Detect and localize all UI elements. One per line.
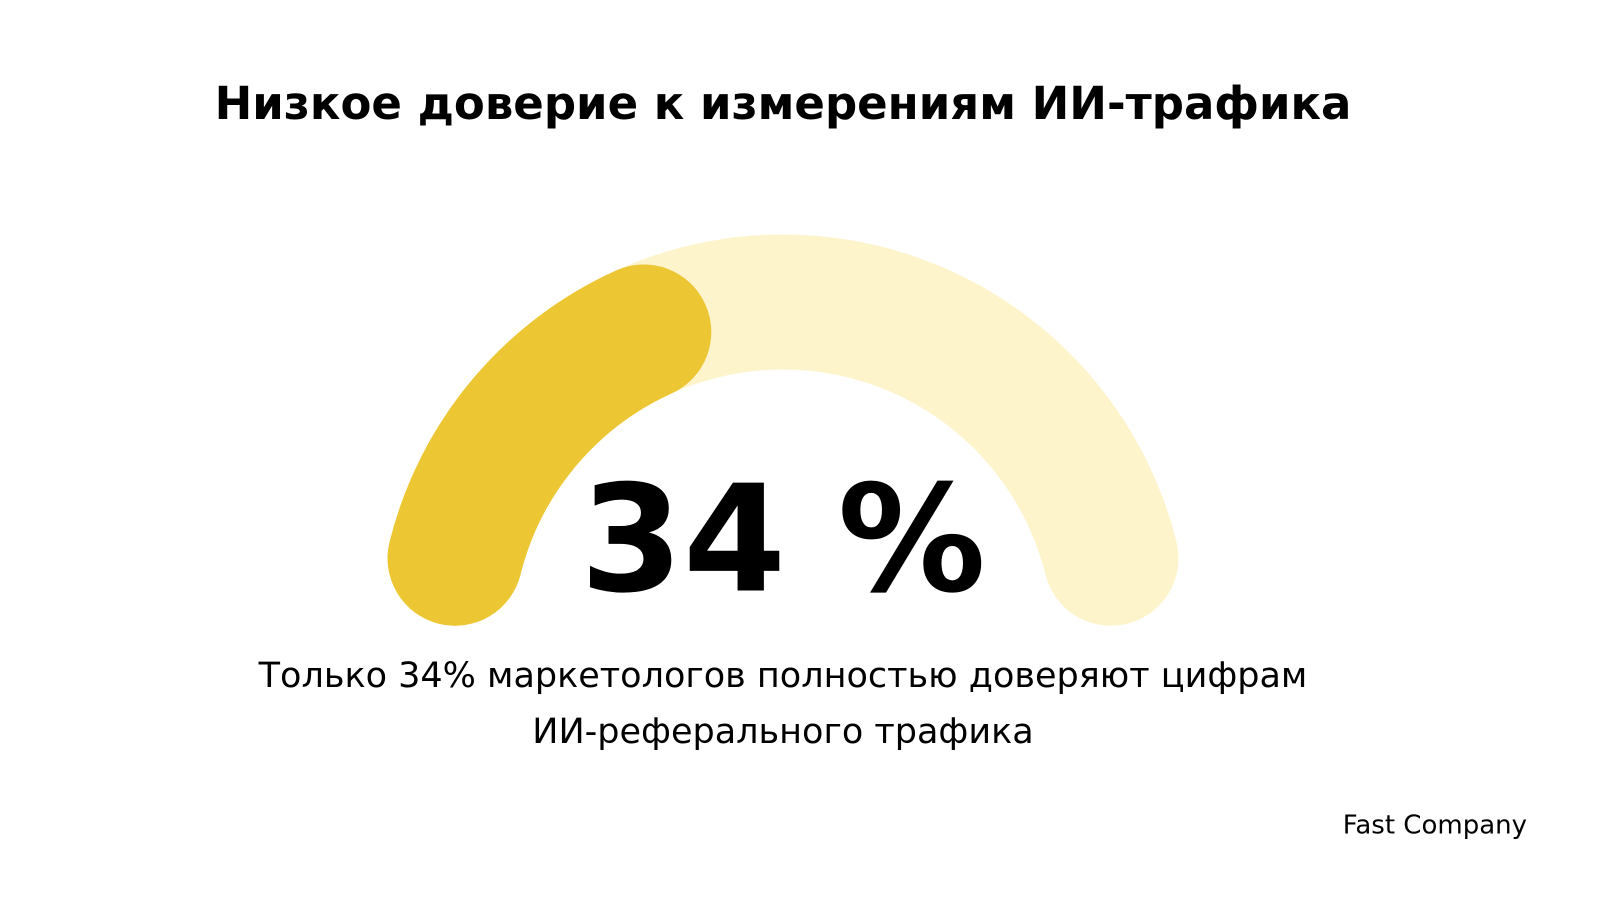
value-label: 34 % (580, 454, 986, 626)
source: Fast Company (1343, 811, 1527, 841)
gauge (387, 234, 1179, 626)
chart-title: Низкое доверие к измерениям ИИ-трафика (215, 77, 1352, 130)
description-line: Только 34% маркетологов полностью доверя… (258, 656, 1308, 696)
gauge-fill (387, 264, 712, 626)
description-line: ИИ-реферального трафика (532, 712, 1033, 752)
